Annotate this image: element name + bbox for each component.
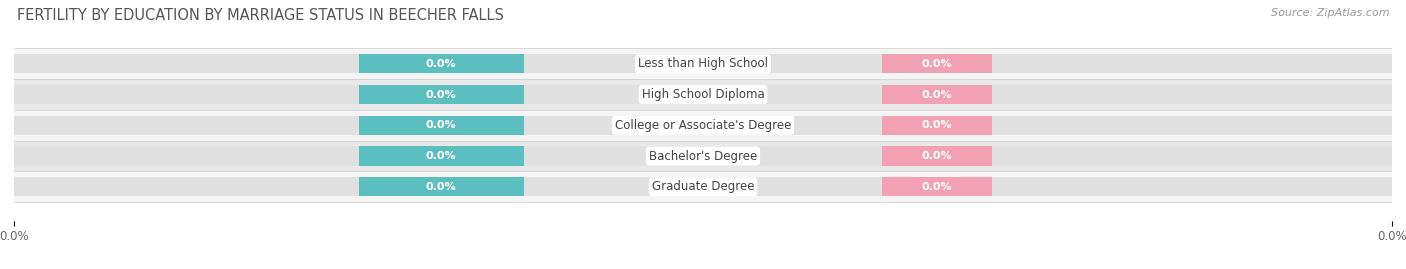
Bar	[14, 141, 1392, 171]
Bar	[14, 110, 1392, 141]
Bar	[14, 54, 1392, 73]
Bar	[14, 116, 1392, 135]
Text: 0.0%: 0.0%	[426, 90, 457, 100]
Text: 0.0%: 0.0%	[922, 90, 952, 100]
Text: Bachelor's Degree: Bachelor's Degree	[650, 150, 756, 162]
Bar	[14, 147, 1392, 165]
Text: 0.0%: 0.0%	[922, 120, 952, 130]
Text: 0.0%: 0.0%	[426, 59, 457, 69]
Bar	[14, 171, 1392, 202]
Text: Graduate Degree: Graduate Degree	[652, 180, 754, 193]
Bar	[882, 116, 993, 135]
Bar	[882, 177, 993, 196]
Bar	[359, 116, 524, 135]
Text: 0.0%: 0.0%	[426, 120, 457, 130]
Bar	[14, 177, 1392, 196]
Bar	[882, 54, 993, 73]
Bar	[14, 48, 1392, 79]
Text: College or Associate's Degree: College or Associate's Degree	[614, 119, 792, 132]
Text: FERTILITY BY EDUCATION BY MARRIAGE STATUS IN BEECHER FALLS: FERTILITY BY EDUCATION BY MARRIAGE STATU…	[17, 8, 503, 23]
Text: 0.0%: 0.0%	[922, 182, 952, 192]
Bar	[882, 85, 993, 104]
Text: 0.0%: 0.0%	[426, 151, 457, 161]
Text: Less than High School: Less than High School	[638, 57, 768, 70]
Bar	[359, 147, 524, 165]
Text: 0.0%: 0.0%	[922, 151, 952, 161]
Bar	[14, 85, 1392, 104]
Bar	[882, 147, 993, 165]
Text: 0.0%: 0.0%	[922, 59, 952, 69]
Text: High School Diploma: High School Diploma	[641, 88, 765, 101]
Bar	[359, 54, 524, 73]
Bar	[359, 177, 524, 196]
Text: 0.0%: 0.0%	[426, 182, 457, 192]
Text: Source: ZipAtlas.com: Source: ZipAtlas.com	[1271, 8, 1389, 18]
Bar	[359, 85, 524, 104]
Bar	[14, 79, 1392, 110]
